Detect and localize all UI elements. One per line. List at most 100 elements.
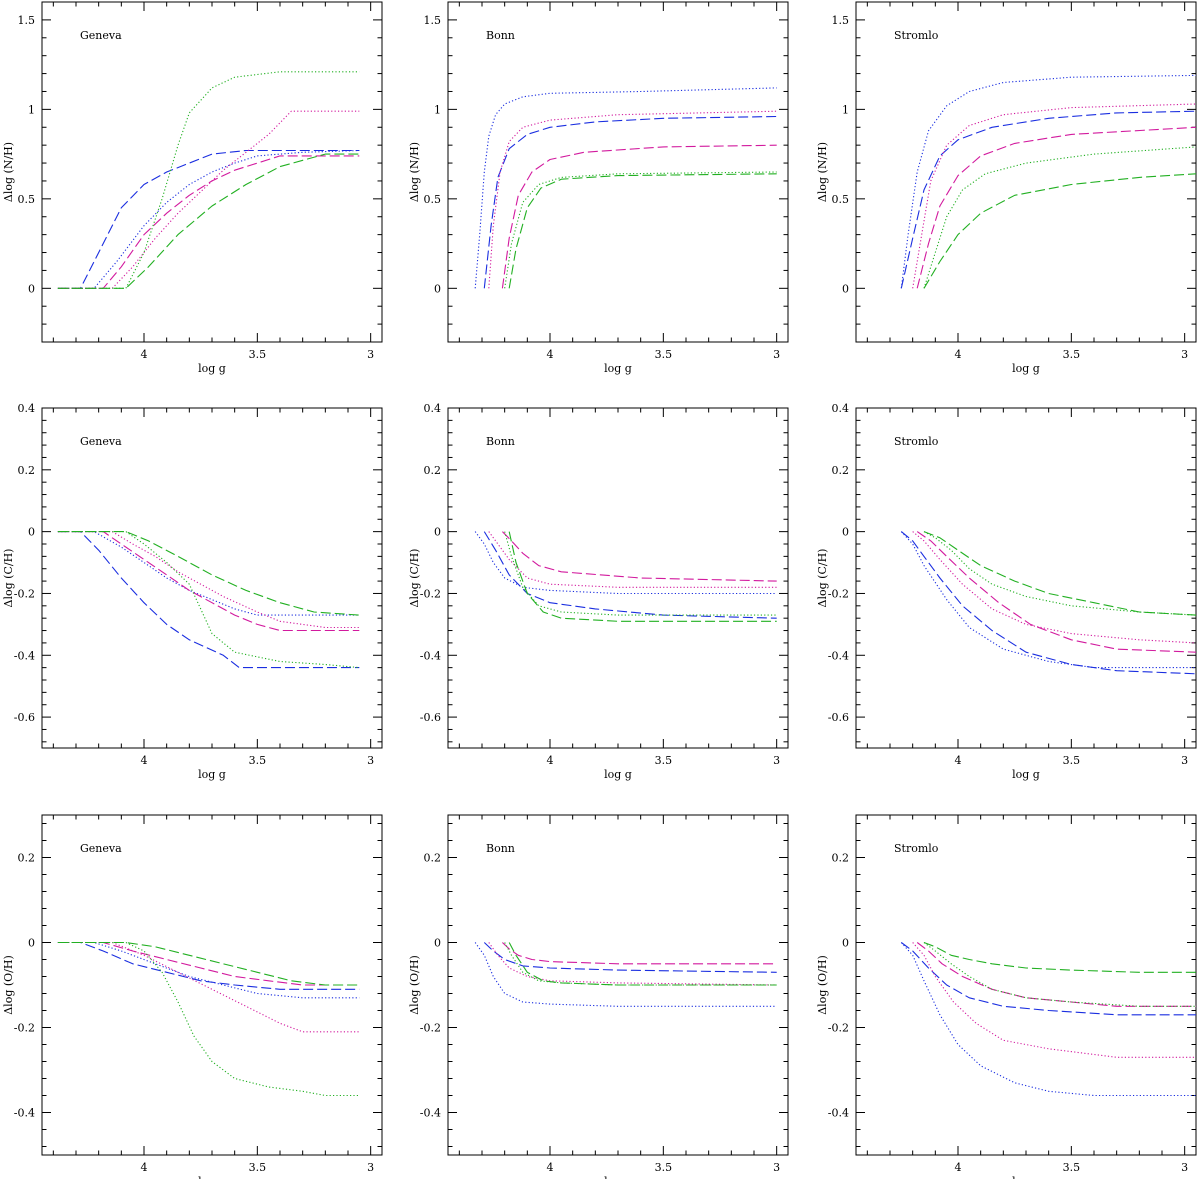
y-axis-label: Δlog (N/H) <box>816 142 829 202</box>
y-tick-label: 0 <box>434 282 441 295</box>
y-tick-label: -0.4 <box>828 649 849 662</box>
y-tick-label: -0.6 <box>14 711 35 724</box>
series-line-magenta-dashed <box>57 941 360 986</box>
series-line-magenta-dashed <box>502 531 777 582</box>
series-line-magenta-dotted <box>57 941 360 1033</box>
panel-bonn-1: 4 3.5 3 0 0.5 1 1.5 log g Δlog (N/H) Bonn <box>408 1 789 375</box>
y-axis-label: Δlog (N/H) <box>2 142 15 202</box>
x-tick-label: 3.5 <box>1063 1161 1081 1174</box>
series-line-blue-dotted <box>900 531 1196 669</box>
series-line-green-dotted <box>57 531 360 669</box>
x-axis-label: log g <box>1012 362 1040 375</box>
series-line-blue-dashed <box>483 531 777 619</box>
x-tick-label: 3 <box>367 348 374 361</box>
series-line-blue-dotted <box>900 942 1196 1097</box>
series-line-blue-dotted <box>474 942 777 1007</box>
x-tick-label: 3 <box>367 754 374 767</box>
series-line-blue-dotted <box>474 531 777 595</box>
y-tick-label: -0.4 <box>420 1107 441 1120</box>
series-group <box>900 531 1196 675</box>
series-line-blue-dotted <box>57 531 360 616</box>
series-line-green-dotted <box>923 942 1196 1007</box>
y-axis-label: Δlog (C/H) <box>408 549 421 608</box>
y-tick-label: 0.5 <box>424 193 442 206</box>
x-axis-label: log g <box>604 1175 632 1179</box>
x-tick-label: 4 <box>547 754 554 767</box>
x-tick-label: 3 <box>773 348 780 361</box>
series-line-magenta-dotted <box>57 531 360 629</box>
plot-frame <box>41 814 383 1156</box>
x-axis-label: log g <box>1012 768 1040 781</box>
series-line-green-dashed <box>57 531 360 616</box>
plot-frame <box>447 1 789 343</box>
y-tick-label: 0 <box>842 282 849 295</box>
y-tick-label: 1 <box>28 103 35 116</box>
series-line-blue-dashed <box>900 942 1196 1016</box>
y-tick-label: 0 <box>842 526 849 539</box>
x-axis-label: log g <box>198 362 226 375</box>
y-tick-label: -0.4 <box>828 1107 849 1120</box>
plot-frame <box>855 1 1197 343</box>
series-group <box>474 531 777 622</box>
panel-title: Geneva <box>80 842 122 855</box>
series-line-magenta-dotted <box>912 103 1196 289</box>
series-line-green-dotted <box>57 71 360 289</box>
x-tick-label: 4 <box>547 1161 554 1174</box>
y-tick-label: -0.4 <box>14 1107 35 1120</box>
series-group <box>900 941 1196 1097</box>
x-tick-label: 3.5 <box>655 1161 673 1174</box>
series-line-green-dashed <box>923 173 1196 289</box>
series-line-magenta-dashed <box>57 155 360 289</box>
series-line-green-dotted <box>504 942 777 986</box>
y-tick-label: -0.2 <box>828 1022 849 1035</box>
series-line-magenta-dashed <box>501 144 777 289</box>
panel-title: Stromlo <box>894 435 939 448</box>
series-line-blue-dashed <box>57 941 360 990</box>
y-tick-label: 0 <box>434 937 441 950</box>
y-axis-label: Δlog (C/H) <box>2 549 15 608</box>
x-tick-label: 3 <box>773 1161 780 1174</box>
series-line-blue-dashed <box>57 149 360 289</box>
series-line-green-dashed <box>57 153 360 289</box>
y-tick-label: 0.4 <box>18 402 36 415</box>
x-tick-label: 4 <box>141 1161 148 1174</box>
series-line-magenta-dashed <box>57 531 360 632</box>
y-axis-label: Δlog (O/H) <box>2 955 15 1015</box>
panel-title: Geneva <box>80 435 122 448</box>
series-line-green-dashed <box>508 173 777 289</box>
y-tick-label: 1 <box>434 103 441 116</box>
panel-title: Bonn <box>486 435 515 448</box>
series-line-magenta-dotted <box>488 942 777 986</box>
series-line-green-dashed <box>57 941 360 986</box>
x-tick-label: 3.5 <box>655 348 673 361</box>
x-tick-label: 4 <box>955 1161 962 1174</box>
series-line-magenta-dotted <box>912 942 1196 1058</box>
x-tick-label: 4 <box>141 348 148 361</box>
y-tick-label: 0.5 <box>18 193 36 206</box>
y-axis-label: Δlog (O/H) <box>408 955 421 1015</box>
x-tick-label: 4 <box>547 348 554 361</box>
y-tick-label: 0.2 <box>424 464 442 477</box>
series-line-green-dashed <box>923 941 1196 973</box>
series-line-magenta-dashed <box>502 942 777 965</box>
series-line-blue-dashed <box>57 531 360 669</box>
x-tick-label: 3.5 <box>1063 348 1081 361</box>
y-tick-label: -0.2 <box>828 587 849 600</box>
y-tick-label: 0.2 <box>832 464 850 477</box>
x-axis-label: log g <box>604 768 632 781</box>
x-axis-label: log g <box>198 1175 226 1179</box>
series-line-magenta-dashed <box>916 126 1196 289</box>
plot-frame <box>855 407 1197 749</box>
series-group <box>57 941 360 1097</box>
y-tick-label: 0 <box>434 526 441 539</box>
panel-stromlo-2: 4 3.5 3 -0.6 -0.4 -0.2 0 0.2 0.4 log g Δlog (C/H) S… <box>816 402 1197 781</box>
y-tick-label: -0.2 <box>14 587 35 600</box>
series-group <box>474 942 777 1007</box>
y-tick-label: 1.5 <box>832 14 850 27</box>
series-line-blue-dashed <box>900 110 1196 289</box>
panel-title: Stromlo <box>894 842 939 855</box>
series-line-blue-dotted <box>57 149 360 289</box>
panel-stromlo-3: 4 3.5 3 -0.4 -0.2 0 0.2 log g Δlog (O/H) Stromlo <box>816 814 1197 1179</box>
y-tick-label: 1.5 <box>18 14 36 27</box>
